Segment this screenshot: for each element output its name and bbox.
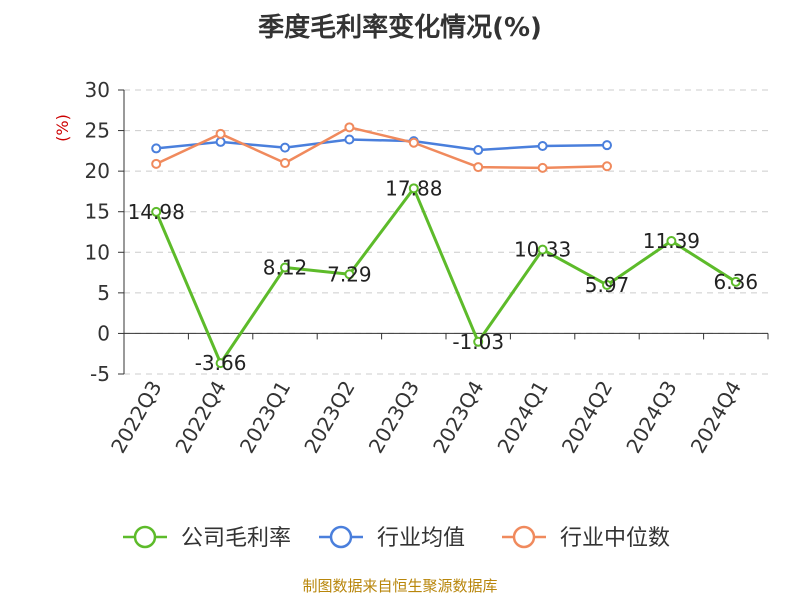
y-tick-label: 25 [85, 119, 110, 143]
series-point [151, 158, 162, 169]
source-note: 制图数据来自恒生聚源数据库 [302, 577, 497, 595]
data-label-layer: 14.98 -3.66 8.12 7.29 17.88 -1.03 10.33 5.97 11.… [128, 176, 758, 375]
legend-swatch-marker [512, 525, 536, 549]
series-point [215, 128, 226, 139]
series-point [215, 358, 226, 369]
y-tick-label: 30 [85, 78, 110, 102]
data-label: 10.33 [514, 238, 571, 262]
x-tick-label: 2022Q3 [106, 377, 166, 458]
chart-title: 季度毛利率变化情况(%) [258, 12, 542, 43]
x-tick-label: 2024Q1 [492, 377, 552, 458]
data-label: 7.29 [327, 262, 372, 286]
series-point [602, 279, 612, 290]
series-point [344, 134, 355, 145]
series-point [344, 122, 355, 133]
series-line [154, 186, 737, 365]
data-label: 6.36 [714, 270, 759, 294]
x-tick-label: 2024Q2 [557, 377, 617, 458]
x-tick-label: 2024Q4 [686, 377, 746, 458]
series-point [537, 244, 548, 255]
legend-item: 行业中位数 [502, 525, 670, 551]
x-tick-label: 2024Q3 [621, 377, 681, 458]
series-point [602, 140, 612, 151]
series-point [344, 269, 355, 280]
series-point [151, 143, 162, 154]
series-line [156, 138, 608, 152]
y-tick-label: -5 [90, 362, 110, 386]
legend-swatch-marker [133, 525, 157, 549]
legend-swatch-marker [329, 525, 353, 549]
series-point [666, 236, 677, 247]
y-tick-label: 20 [85, 159, 110, 183]
data-label: -1.03 [452, 330, 504, 354]
legend: 公司毛利率 行业均值 行业中位数 [123, 525, 670, 551]
series-point [280, 142, 290, 153]
series-point [473, 145, 484, 156]
legend-label: 行业均值 [377, 526, 465, 551]
series-line [155, 126, 608, 170]
series-point [602, 161, 612, 172]
series-point [730, 276, 741, 287]
series-point [537, 162, 548, 173]
data-label: 8.12 [263, 256, 308, 280]
data-label: 11.39 [643, 229, 700, 253]
x-tick-label: 2023Q2 [299, 377, 359, 458]
series-point [151, 206, 162, 217]
series-point [280, 158, 290, 169]
data-label: 5.97 [585, 273, 630, 297]
series-point [473, 162, 484, 173]
series-point [408, 183, 419, 194]
data-label: 17.88 [385, 176, 442, 200]
legend-item: 公司毛利率 [123, 525, 291, 551]
data-label: -3.66 [195, 351, 247, 375]
y-tick-label: 15 [85, 200, 110, 224]
x-tick-label: 2023Q4 [428, 377, 488, 458]
legend-label: 行业中位数 [560, 526, 670, 551]
legend-label: 公司毛利率 [181, 526, 291, 551]
data-label: 14.98 [128, 200, 185, 224]
series-point [215, 136, 226, 147]
y-axis-unit: (%) [53, 114, 72, 142]
series-point [537, 140, 548, 151]
series-point [408, 137, 419, 148]
x-tick-label: 2023Q1 [235, 377, 295, 458]
y-tick-label: 10 [85, 240, 110, 264]
y-tick-label: 5 [97, 281, 110, 305]
series-point [473, 336, 484, 347]
series-layer [151, 122, 741, 369]
series-point [280, 262, 290, 273]
y-tick-label: 0 [97, 321, 110, 345]
legend-item: 行业均值 [319, 525, 465, 551]
x-tick-label: 2023Q3 [364, 377, 424, 458]
x-tick-label: 2022Q4 [170, 377, 230, 458]
